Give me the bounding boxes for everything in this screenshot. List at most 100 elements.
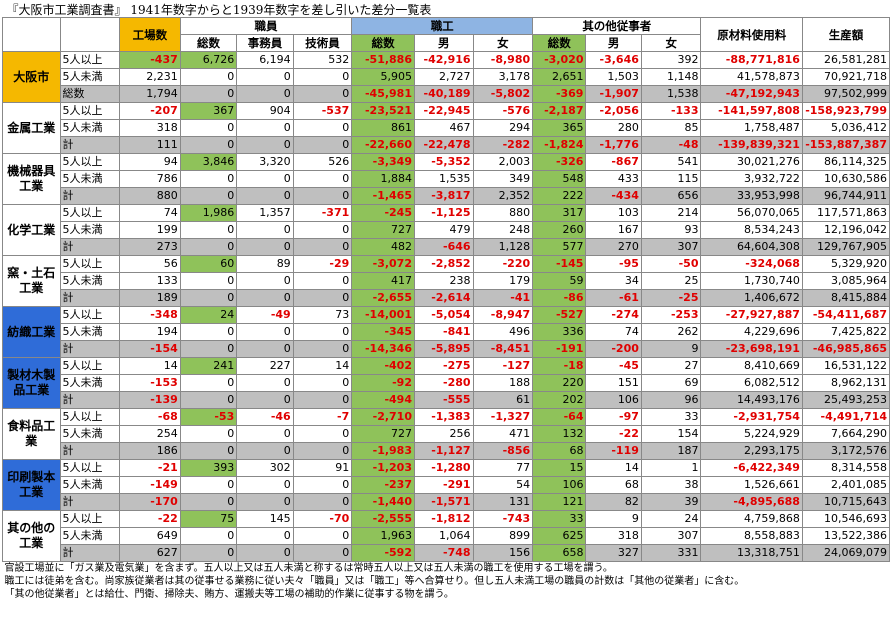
category-label: 大阪市 <box>2 51 61 103</box>
table-cell: 307 <box>640 238 702 256</box>
table-cell: -1,812 <box>413 510 474 528</box>
table-cell: 318 <box>585 527 642 545</box>
table-cell: 0 <box>179 340 238 358</box>
table-cell: 0 <box>179 272 238 290</box>
table-cell: 121 <box>532 493 587 511</box>
header-workers-male: 男 <box>413 34 474 52</box>
table-cell: 7,664,290 <box>801 425 891 443</box>
table-cell: -237 <box>351 476 415 494</box>
table-cell: -22 <box>585 425 642 443</box>
row-label: 5人未満 <box>59 68 121 86</box>
table-cell: 0 <box>292 68 353 86</box>
table-cell: 0 <box>292 323 353 341</box>
table-cell: -3,817 <box>413 187 474 205</box>
table-cell: 1,357 <box>236 204 294 222</box>
table-cell: 103 <box>585 204 642 222</box>
table-cell: -2,852 <box>413 255 474 273</box>
row-label: 計 <box>59 340 121 358</box>
table-cell: 0 <box>179 425 238 443</box>
table-cell: 0 <box>236 493 294 511</box>
table-cell: -841 <box>413 323 474 341</box>
table-cell: 0 <box>179 170 238 188</box>
header-workers-female: 女 <box>472 34 534 52</box>
table-cell: 392 <box>640 51 702 69</box>
table-cell: 318 <box>119 119 181 137</box>
table-cell: 14 <box>119 357 181 375</box>
table-cell: 294 <box>472 119 534 137</box>
footnote: 官設工場並に「ガス業及電気業」を含まず。五人以上又は五人未満と称するは常時五人以… <box>4 563 613 574</box>
table-cell: 532 <box>292 51 353 69</box>
table-cell: 34 <box>585 272 642 290</box>
table-cell: 0 <box>236 340 294 358</box>
table-cell: 186 <box>119 442 181 460</box>
table-cell: 625 <box>532 527 587 545</box>
table-cell: 0 <box>236 221 294 239</box>
table-cell: 0 <box>236 136 294 154</box>
table-cell: 25 <box>640 272 702 290</box>
table-row: 化学工業 5人以上 74 1,986 1,357 -371 -245 -1,125 880 317… <box>2 204 891 256</box>
table-cell: -1,776 <box>585 136 642 154</box>
table-cell: 0 <box>236 238 294 256</box>
table-cell: 1,884 <box>351 170 415 188</box>
header-others: 其の他従事者 <box>532 17 702 35</box>
row-label: 5人以上 <box>59 153 121 171</box>
table-cell: 861 <box>351 119 415 137</box>
category-label: 化学工業 <box>2 204 61 256</box>
table-cell: -207 <box>119 102 181 120</box>
table-cell: 69 <box>640 374 702 392</box>
table-cell: 899 <box>472 527 534 545</box>
table-cell: -153,887,387 <box>801 136 891 154</box>
table-cell: -1,203 <box>351 459 415 477</box>
table-cell: -41 <box>472 289 534 307</box>
table-cell: 70,921,718 <box>801 68 891 86</box>
table-cell: -274 <box>585 306 642 324</box>
table-cell: 86,114,325 <box>801 153 891 171</box>
table-cell: 0 <box>292 374 353 392</box>
table-cell: 156 <box>472 544 534 562</box>
table-cell: -170 <box>119 493 181 511</box>
table-cell: 786 <box>119 170 181 188</box>
table-cell: 74 <box>119 204 181 222</box>
table-cell: -133 <box>640 102 702 120</box>
table-cell: 74 <box>585 323 642 341</box>
table-cell: 39 <box>640 493 702 511</box>
table-cell: 59 <box>532 272 587 290</box>
table-cell: 187 <box>640 442 702 460</box>
row-label: 計 <box>59 391 121 409</box>
table-row: 金属工業 5人以上 -207 367 904 -537 -23,521 -22,945 -576… <box>2 102 891 154</box>
table-cell: 0 <box>179 442 238 460</box>
table-cell: -46,985,865 <box>801 340 891 358</box>
table-cell: -45 <box>585 357 642 375</box>
row-label: 5人未満 <box>59 170 121 188</box>
table-row: 5人未満 786 0 0 0 1,884 1,535 349 548 433 115 3,932,72… <box>3 170 891 188</box>
table-cell: -18 <box>532 357 587 375</box>
table-cell: 0 <box>179 221 238 239</box>
table-cell: 2,651 <box>532 68 587 86</box>
table-cell: 3,320 <box>236 153 294 171</box>
table-cell: 3,846 <box>179 153 238 171</box>
table-cell: 365 <box>532 119 587 137</box>
table-cell: 68 <box>585 476 642 494</box>
difference-table: 『大阪市工業調査書』 1941年数字からと1939年数字を差し引いた差分一覧表 … <box>2 2 891 601</box>
table-cell: 248 <box>472 221 534 239</box>
table-cell: 0 <box>179 238 238 256</box>
table-cell: -5,895 <box>413 340 474 358</box>
table-cell: 220 <box>532 374 587 392</box>
row-label: 5人未満 <box>59 476 121 494</box>
row-label: 計 <box>59 544 121 562</box>
row-label: 5人未満 <box>59 374 121 392</box>
table-cell: -54,411,687 <box>801 306 891 324</box>
header-materials: 原材料使用料 <box>700 17 803 52</box>
table-cell: -139,839,321 <box>700 136 803 154</box>
table-cell: -29 <box>292 255 353 273</box>
table-cell: -119 <box>585 442 642 460</box>
table-cell: -2,056 <box>585 102 642 120</box>
table-cell: -141,597,808 <box>700 102 803 120</box>
table-cell: 33,953,998 <box>700 187 803 205</box>
table-cell: -1,440 <box>351 493 415 511</box>
table-cell: 1,758,487 <box>700 119 803 137</box>
table-cell: 0 <box>179 119 238 137</box>
table-cell: -22 <box>119 510 181 528</box>
table-cell: 167 <box>585 221 642 239</box>
table-cell: 1,538 <box>640 85 702 103</box>
